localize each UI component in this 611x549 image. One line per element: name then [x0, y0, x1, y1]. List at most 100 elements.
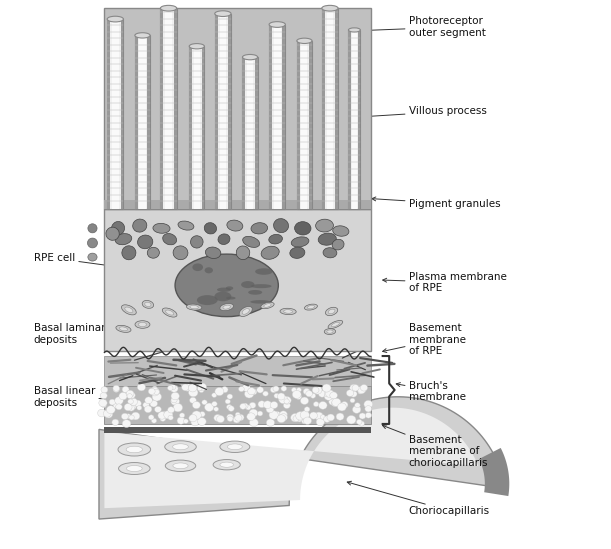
Text: Choriocapillaris: Choriocapillaris: [347, 481, 490, 516]
Ellipse shape: [277, 393, 285, 400]
Ellipse shape: [145, 302, 151, 306]
FancyBboxPatch shape: [348, 30, 351, 209]
Ellipse shape: [359, 413, 366, 419]
Ellipse shape: [333, 226, 349, 236]
Ellipse shape: [137, 406, 142, 410]
Ellipse shape: [284, 399, 289, 404]
FancyBboxPatch shape: [327, 8, 333, 209]
Ellipse shape: [177, 417, 185, 424]
Text: Basement
membrane of
choriocapillaris: Basement membrane of choriocapillaris: [382, 425, 488, 468]
Ellipse shape: [181, 384, 189, 391]
FancyBboxPatch shape: [297, 41, 299, 209]
Ellipse shape: [348, 28, 360, 32]
Ellipse shape: [324, 392, 333, 400]
Ellipse shape: [320, 414, 326, 419]
Ellipse shape: [170, 385, 178, 393]
Ellipse shape: [266, 419, 274, 427]
Ellipse shape: [214, 414, 222, 422]
Ellipse shape: [297, 38, 312, 43]
Polygon shape: [99, 397, 505, 519]
Ellipse shape: [296, 394, 302, 400]
Ellipse shape: [131, 405, 136, 410]
Ellipse shape: [173, 246, 188, 260]
FancyBboxPatch shape: [352, 30, 357, 209]
Ellipse shape: [365, 406, 371, 412]
Ellipse shape: [191, 236, 203, 248]
Ellipse shape: [178, 221, 194, 230]
Ellipse shape: [270, 401, 278, 408]
Ellipse shape: [323, 248, 337, 258]
Ellipse shape: [115, 397, 123, 405]
Ellipse shape: [144, 406, 152, 413]
Ellipse shape: [225, 287, 233, 290]
Ellipse shape: [101, 403, 106, 407]
Text: Basal linear
deposits: Basal linear deposits: [34, 386, 114, 407]
Ellipse shape: [220, 441, 250, 452]
Ellipse shape: [214, 292, 232, 301]
Ellipse shape: [316, 418, 324, 426]
Ellipse shape: [126, 390, 134, 397]
Ellipse shape: [150, 400, 158, 407]
Ellipse shape: [150, 388, 159, 396]
Ellipse shape: [122, 386, 129, 393]
Ellipse shape: [161, 5, 177, 11]
Ellipse shape: [113, 385, 120, 391]
Ellipse shape: [322, 5, 338, 11]
Ellipse shape: [122, 246, 136, 260]
Ellipse shape: [100, 393, 107, 399]
Ellipse shape: [324, 391, 331, 397]
Ellipse shape: [107, 16, 123, 22]
Ellipse shape: [164, 411, 173, 419]
Ellipse shape: [148, 415, 154, 420]
FancyBboxPatch shape: [269, 25, 285, 209]
Ellipse shape: [269, 234, 282, 244]
Ellipse shape: [160, 412, 168, 419]
Ellipse shape: [312, 387, 319, 393]
Ellipse shape: [214, 11, 231, 16]
Ellipse shape: [327, 414, 334, 421]
FancyBboxPatch shape: [107, 19, 110, 209]
Ellipse shape: [266, 406, 274, 413]
FancyBboxPatch shape: [161, 8, 163, 209]
Ellipse shape: [318, 233, 336, 245]
Ellipse shape: [99, 399, 107, 407]
FancyBboxPatch shape: [274, 25, 280, 209]
FancyBboxPatch shape: [243, 57, 245, 209]
Ellipse shape: [242, 403, 248, 408]
Polygon shape: [104, 408, 478, 508]
Ellipse shape: [353, 406, 361, 413]
Ellipse shape: [233, 416, 240, 423]
Ellipse shape: [153, 389, 159, 395]
Ellipse shape: [236, 246, 250, 260]
Ellipse shape: [249, 402, 256, 408]
Ellipse shape: [316, 219, 334, 232]
FancyBboxPatch shape: [104, 209, 371, 351]
Ellipse shape: [167, 385, 173, 390]
Ellipse shape: [336, 413, 344, 420]
Ellipse shape: [199, 412, 205, 417]
Ellipse shape: [227, 414, 233, 420]
Ellipse shape: [148, 388, 155, 395]
Ellipse shape: [273, 412, 281, 418]
FancyBboxPatch shape: [189, 46, 205, 209]
Ellipse shape: [158, 412, 166, 419]
Ellipse shape: [180, 413, 185, 418]
Ellipse shape: [165, 441, 196, 453]
Text: Plasma membrane
of RPE: Plasma membrane of RPE: [382, 272, 507, 294]
Ellipse shape: [220, 304, 233, 311]
Ellipse shape: [313, 386, 322, 394]
Ellipse shape: [226, 296, 236, 300]
FancyBboxPatch shape: [104, 386, 371, 424]
FancyBboxPatch shape: [255, 57, 258, 209]
Ellipse shape: [160, 416, 166, 421]
Ellipse shape: [346, 416, 356, 424]
Ellipse shape: [269, 411, 279, 419]
Ellipse shape: [280, 309, 296, 315]
Ellipse shape: [331, 322, 340, 327]
Ellipse shape: [242, 309, 249, 314]
Ellipse shape: [247, 413, 255, 421]
Ellipse shape: [186, 304, 202, 310]
FancyBboxPatch shape: [107, 19, 123, 209]
Ellipse shape: [137, 384, 145, 391]
Ellipse shape: [115, 404, 122, 410]
